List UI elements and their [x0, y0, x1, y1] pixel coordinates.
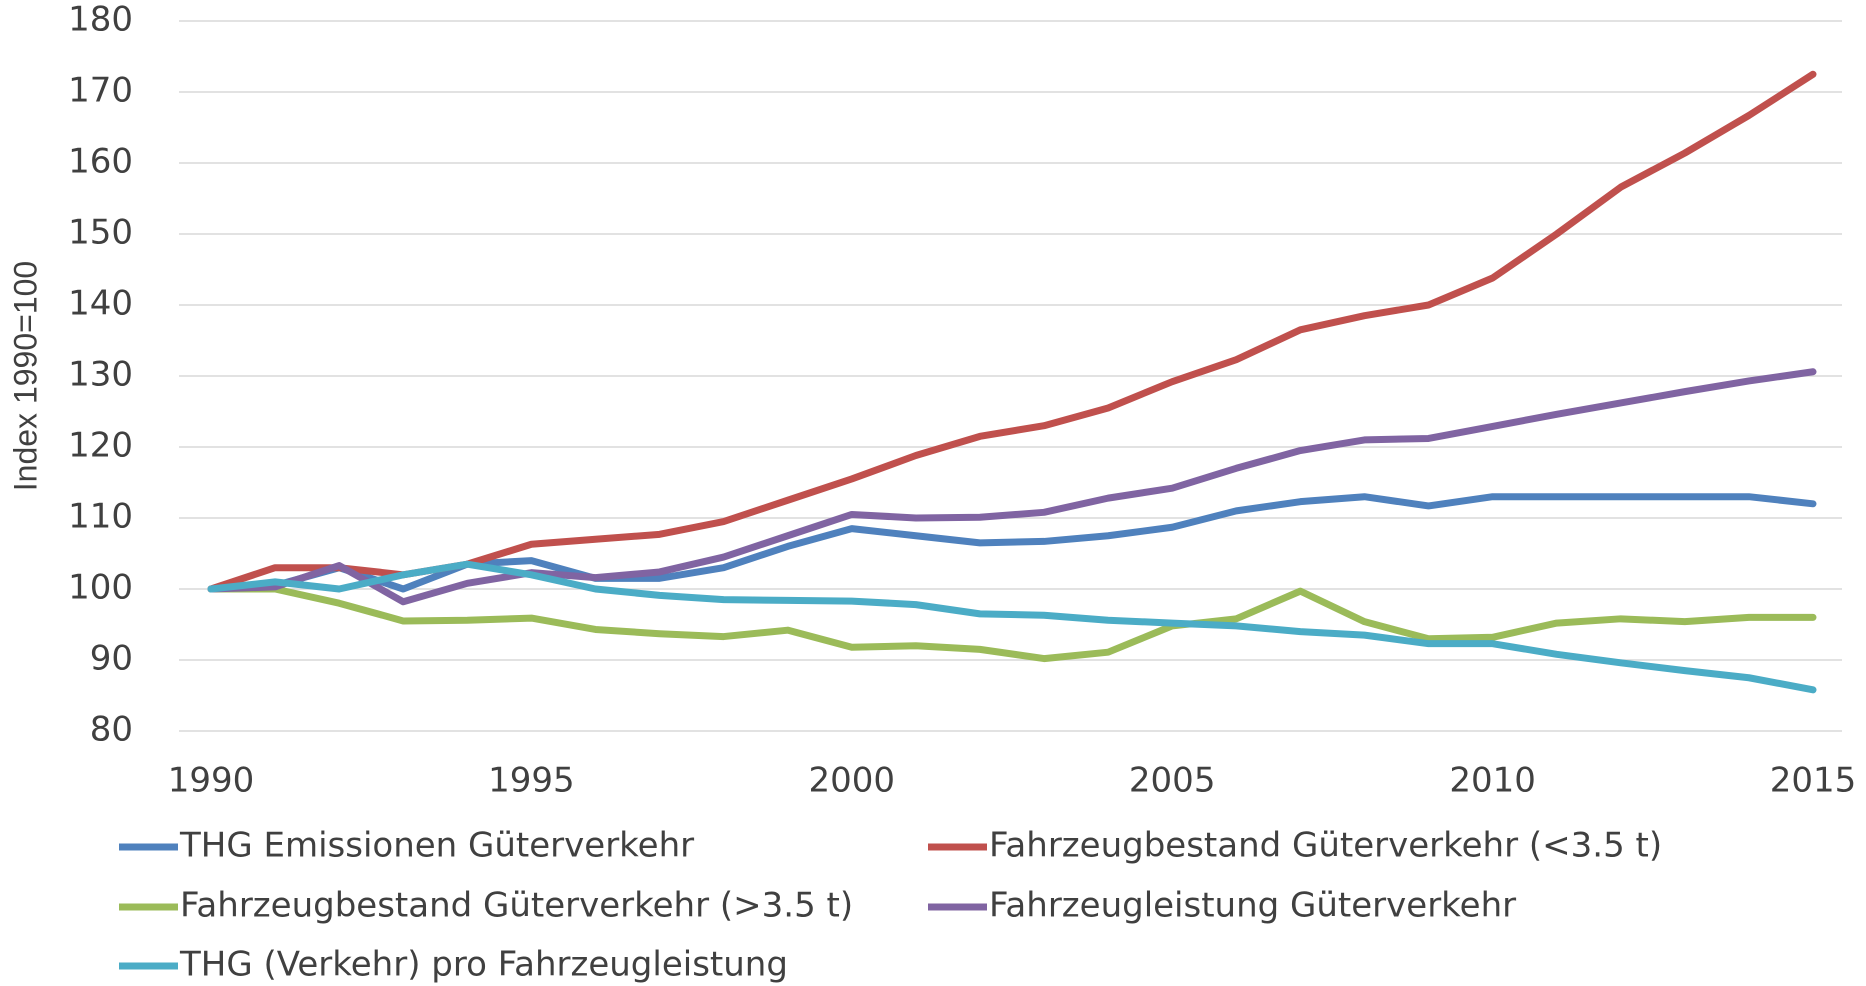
y-tick-label: 160: [68, 142, 133, 182]
legend-label: Fahrzeugbestand Güterverkehr (>3.5 t): [180, 886, 853, 926]
y-tick-label: 90: [90, 639, 133, 679]
legend-label: Fahrzeugleistung Güterverkehr: [989, 886, 1516, 926]
y-tick-label: 180: [68, 0, 133, 40]
y-tick-label: 120: [68, 426, 133, 466]
x-tick-label: 2000: [809, 761, 896, 801]
series-line: [207, 493, 1817, 593]
x-tick-label: 2005: [1129, 761, 1216, 801]
series-line: [207, 560, 1817, 694]
series-line: [207, 70, 1817, 593]
legend-label: THG (Verkehr) pro Fahrzeugleistung: [179, 945, 788, 985]
series-line: [207, 368, 1817, 606]
series-line: [207, 585, 1817, 663]
x-tick-label: 1990: [168, 761, 255, 801]
x-tick-label: 2015: [1770, 761, 1857, 801]
x-tick-label: 1995: [488, 761, 575, 801]
y-tick-label: 80: [90, 710, 133, 750]
y-tick-label: 130: [68, 355, 133, 395]
legend-label: THG Emissionen Güterverkehr: [179, 826, 694, 866]
legend-label: Fahrzeugbestand Güterverkehr (<3.5 t): [989, 826, 1662, 866]
y-axis-label: Index 1990=100: [7, 261, 43, 491]
y-tick-label: 170: [68, 71, 133, 111]
y-tick-label: 150: [68, 213, 133, 253]
x-tick-label: 2010: [1449, 761, 1536, 801]
y-tick-label: 140: [68, 284, 133, 324]
y-tick-label: 110: [68, 497, 133, 537]
y-tick-label: 100: [68, 568, 133, 608]
